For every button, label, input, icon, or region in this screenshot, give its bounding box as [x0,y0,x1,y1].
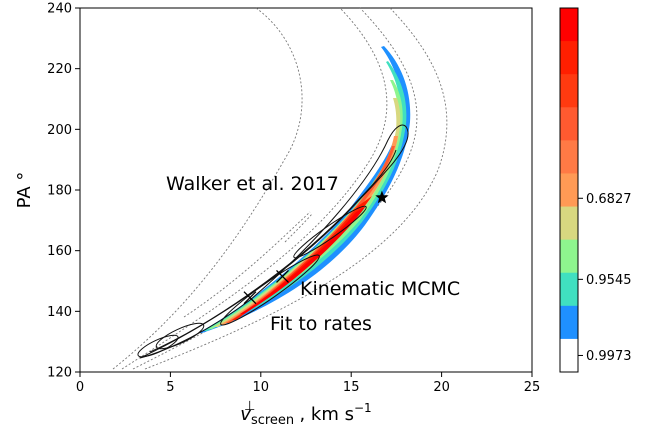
markers [243,190,389,305]
colorbar-segment [560,272,578,307]
colorbar-frame [559,7,579,373]
y-tick-label: 180 [47,184,72,199]
x-axis-label-v: v [240,404,251,425]
x-axis-label-exp: −1 [354,401,372,415]
contour-ellipse-3 [220,254,320,326]
marker-star [375,190,389,204]
contour-line-2 [149,149,397,353]
colorbar-tick-label: 0.9973 [586,349,632,364]
model-curve-1 [112,7,303,370]
colorbar-segment [560,305,578,340]
contour-lines [137,124,409,359]
x-tick-label: 0 [76,380,84,395]
colorbar-segment [560,74,578,108]
x-axis-label-unit: , km s [299,404,354,425]
x-axis-label: vscreen⊥ , km s−1 [240,399,371,428]
y-tick-label: 240 [47,2,72,17]
x-tick-label: 15 [343,380,360,395]
colorbar-segment [560,239,578,274]
x-tick-label: 10 [253,380,270,395]
model-curve-4 [144,7,448,370]
colorbar-tick-label: 0.6827 [586,192,632,207]
y-tick-label: 140 [47,305,72,320]
annotation-walker: Walker et al. 2017 [166,173,339,195]
x-tick-label: 20 [433,380,450,395]
colorbar [560,8,578,373]
marker-x [243,291,257,305]
x-axis-label-sup: ⊥ [244,399,255,414]
contour-ellipse-1 [137,334,179,358]
colorbar-segment [560,41,578,75]
colorbar-ticks: 0.6827 0.9545 0.9973 [578,192,632,364]
y-tick-label: 120 [47,366,72,381]
model-curve-6 [284,213,313,243]
colorbar-segment [560,338,578,373]
y-axis-ticks: 120 140 160 180 200 220 240 [47,2,80,381]
colorbar-segment [560,173,578,208]
x-tick-label: 5 [166,380,174,395]
contour-ellipse-2 [155,322,205,350]
density-layer-red-core [240,206,366,314]
colorbar-tick-label: 0.9545 [586,273,632,288]
y-tick-label: 220 [47,62,72,77]
model-curve-5 [183,211,311,318]
x-axis-label-sub: screen [251,413,294,428]
x-axis-ticks: 0 5 10 15 20 25 [76,372,540,395]
colorbar-segment [560,206,578,241]
colorbar-segment [560,140,578,174]
y-axis-label: PA ° [14,172,35,209]
model-curve-2 [121,7,388,370]
colorbar-segment [560,8,578,42]
annotation-kinematic: Kinematic MCMC [300,278,460,300]
x-tick-label: 25 [524,380,541,395]
y-tick-label: 160 [47,244,72,259]
marker-x [276,269,289,283]
contour-ellipse-4 [293,205,367,259]
colorbar-segment [560,107,578,141]
y-tick-label: 200 [47,123,72,138]
annotation-fit: Fit to rates [270,313,372,335]
